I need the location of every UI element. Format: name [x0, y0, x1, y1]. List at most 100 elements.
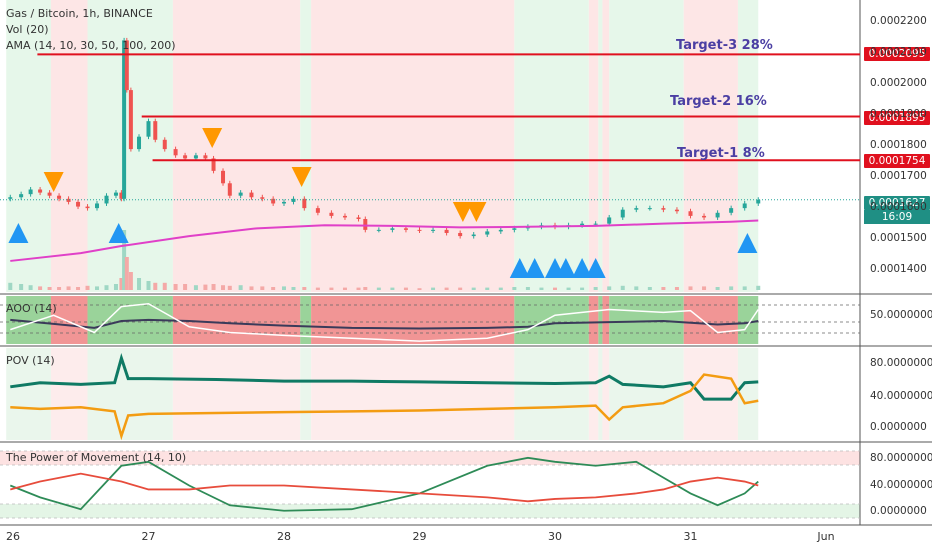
candle-body — [417, 229, 422, 231]
volume-bar — [271, 287, 276, 290]
price-tick-label: 0.0001700 — [870, 170, 927, 183]
candle-body — [329, 212, 334, 216]
time-tick-label: 30 — [548, 530, 562, 543]
volume-bar — [162, 282, 167, 290]
buy-signal-icon — [585, 258, 606, 278]
candle-body — [221, 170, 226, 184]
volume-bar — [390, 287, 395, 290]
volume-bar — [647, 287, 652, 290]
volume-bar — [342, 287, 347, 290]
zone-main — [514, 0, 589, 292]
zone-aoo — [602, 296, 610, 344]
volume-bar — [76, 287, 81, 290]
volume-bar — [593, 287, 598, 290]
volume-bar — [498, 287, 503, 290]
candle-body — [173, 149, 178, 156]
aoo-fast-line — [10, 302, 759, 342]
candle-body — [162, 139, 167, 150]
zone-main — [609, 0, 684, 292]
candle-body — [38, 189, 43, 193]
candle-body — [104, 195, 109, 204]
target-1-price-tag: 0.0001754 — [864, 154, 930, 168]
candle-body — [431, 229, 436, 231]
zone-pov — [514, 348, 589, 440]
volume-bar — [291, 287, 296, 290]
zone-pov — [300, 348, 312, 440]
price-tick-label: 0.0001900 — [870, 107, 927, 120]
candle-body — [647, 208, 652, 210]
candle-body — [227, 183, 232, 196]
candle-body — [458, 232, 463, 237]
candle-body — [57, 195, 62, 199]
candle-body — [634, 208, 639, 210]
volume-bar — [661, 287, 666, 290]
time-tick-label: 28 — [277, 530, 291, 543]
time-tick-label: Jun — [817, 530, 835, 543]
volume-bar — [580, 287, 585, 290]
candle-body — [498, 229, 503, 232]
zone-main — [598, 0, 603, 292]
volume-bar — [742, 286, 747, 290]
candle-body — [363, 219, 368, 230]
candle-body — [28, 189, 33, 195]
volume-bar — [539, 287, 544, 290]
candle-body — [260, 197, 265, 199]
candle-body — [661, 208, 666, 210]
volume-bar — [238, 285, 243, 290]
buy-signal-icon — [108, 223, 129, 243]
zone-aoo — [172, 296, 301, 344]
sell-signal-icon — [291, 167, 312, 187]
volume-bar — [203, 284, 208, 290]
volume-bar — [19, 284, 24, 290]
volume-bar — [249, 286, 254, 290]
candle-body — [19, 194, 24, 198]
price-tick-label: 0.0002000 — [870, 76, 927, 89]
volume-bar — [688, 286, 693, 290]
pov-bear-line — [10, 373, 759, 441]
candle-body — [302, 198, 307, 209]
volume-bar — [329, 287, 334, 290]
volume-bar — [128, 272, 133, 290]
price-tick-label: 0.0002200 — [870, 14, 927, 27]
candle-body — [471, 234, 476, 237]
zone-main — [602, 0, 610, 292]
zone-pov — [172, 348, 301, 440]
candle-body — [282, 201, 286, 204]
candle-body — [444, 229, 449, 233]
candle-body — [47, 192, 52, 196]
candle-body — [8, 197, 13, 199]
volume-bar — [122, 230, 127, 290]
indicator-tick-label: 0.0000000 — [870, 421, 927, 433]
sell-signal-icon — [202, 128, 223, 148]
volume-bar — [221, 285, 226, 290]
candle-body — [291, 198, 296, 202]
zone-aoo — [50, 296, 88, 344]
candle-body — [95, 203, 100, 209]
zone-main — [737, 0, 759, 292]
volume-bar — [431, 287, 436, 290]
volume-bar — [146, 281, 151, 290]
zone-pov — [598, 348, 603, 440]
candle-body — [122, 40, 127, 199]
candle-body — [593, 223, 598, 225]
candle-body — [76, 201, 81, 207]
pov-bull-line — [10, 353, 759, 401]
zone-aoo — [737, 296, 759, 344]
volume-bar — [137, 278, 142, 290]
buy-signal-icon — [572, 258, 593, 278]
volume-bar — [38, 286, 43, 290]
candle-body — [356, 217, 361, 219]
zone-main — [683, 0, 738, 292]
tpom-red-line — [10, 472, 759, 503]
volume-bar — [485, 287, 490, 290]
zone-pov — [683, 348, 738, 440]
indicator-tick-label: 0.0000000 — [870, 505, 927, 517]
tpom-overbought-band — [0, 451, 860, 465]
zone-aoo — [588, 296, 599, 344]
candle-body — [674, 209, 679, 212]
candle-body — [485, 231, 490, 235]
time-tick-label: 29 — [412, 530, 427, 543]
zone-pov — [588, 348, 599, 440]
volume-bar — [28, 285, 33, 290]
